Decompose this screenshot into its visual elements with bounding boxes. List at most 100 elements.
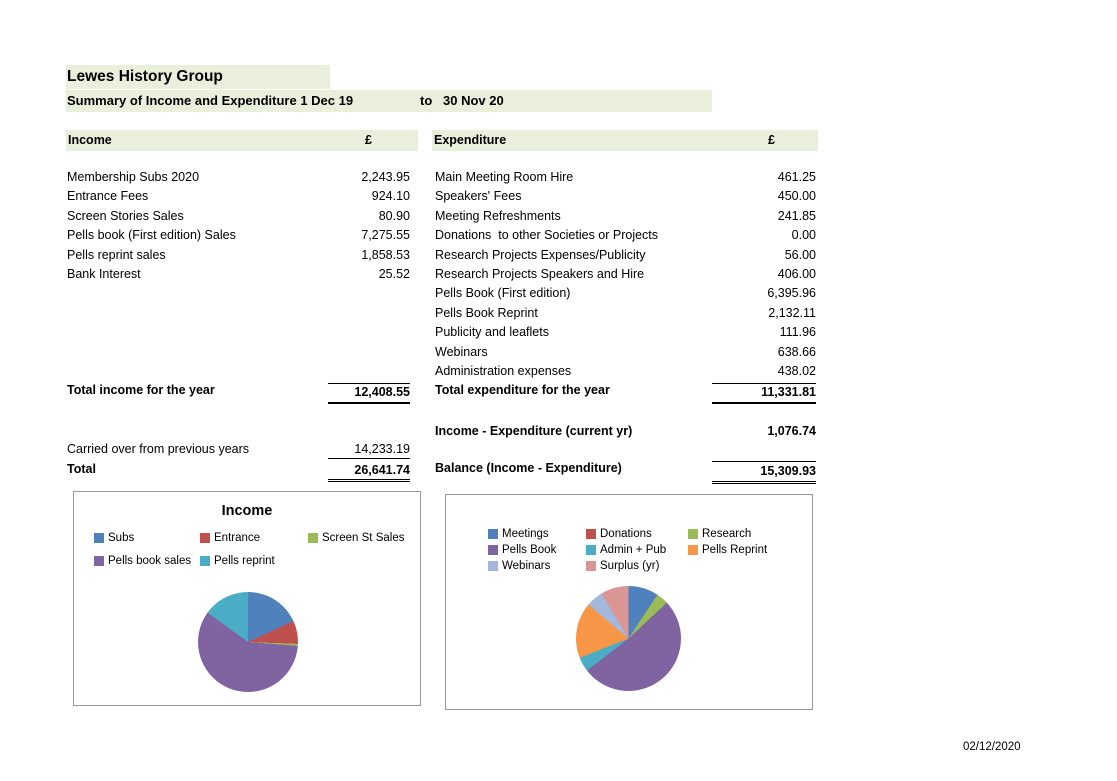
legend-marker [94,533,104,543]
table-row: Membership Subs 2020 2,243.95 [66,169,410,188]
income-total-row: Total income for the year 12,408.55 [66,382,410,404]
row-label: Pells Book (First edition) [435,286,571,300]
row-label: Donations to other Societies or Projects [435,228,659,242]
legend-marker [586,529,596,539]
expenditure-chart: Meetings Donations Research Pells Book A… [445,494,813,710]
legend-marker [688,545,698,555]
table-row: Webinars 638.66 [434,344,816,363]
legend-marker [488,545,498,555]
legend-label: Screen St Sales [322,532,405,544]
income-column-header: Income £ [66,130,418,151]
legend-item: Meetings [488,527,549,541]
legend-marker [308,533,318,543]
net-value: 1,076.74 [767,424,816,438]
legend-label: Pells Reprint [702,544,768,556]
row-label: Screen Stories Sales [67,209,184,223]
row-value: 25.52 [378,267,410,281]
legend-marker [586,545,596,555]
page-title: Lewes History Group [67,68,223,85]
balance-row: Balance (Income - Expenditure) 15,309.93 [434,460,816,484]
legend-label: Surplus (yr) [600,560,660,572]
legend-item: Research [688,527,751,541]
legend-item: Admin + Pub [586,543,666,557]
grand-total-label: Total [67,462,96,476]
income-header-label: Income [68,133,112,147]
table-row: Publicity and leaflets 111.96 [434,324,816,343]
row-label: Research Projects Expenses/Publicity [435,248,646,262]
legend-label: Pells Book [502,544,557,556]
row-label: Speakers' Fees [435,189,522,203]
row-value: 2,243.95 [361,170,410,184]
legend-item: Pells Book [488,543,556,557]
row-label: Research Projects Speakers and Hire [435,267,645,281]
legend-item: Entrance [200,531,260,545]
subtitle-end-date: 30 Nov 20 [443,93,504,108]
title-band: Lewes History Group [66,65,330,89]
legend-label: Meetings [502,528,549,540]
table-row: Donations to other Societies or Projects… [434,227,816,246]
legend-item: Screen St Sales [308,531,404,545]
legend-item: Pells book sales [94,554,191,568]
table-row: Pells Book Reprint 2,132.11 [434,305,816,324]
expenditure-column-header: Expenditure £ [432,130,818,151]
table-row: Entrance Fees 924.10 [66,188,410,207]
carried-label: Carried over from previous years [67,442,250,456]
legend-marker [94,556,104,566]
row-label: Pells Book Reprint [435,306,538,320]
expenditure-currency-symbol: £ [768,133,775,147]
row-label: Meeting Refreshments [435,209,561,223]
legend-marker [586,561,596,571]
total-label: Total income for the year [67,383,215,397]
expenditure-header-label: Expenditure [434,133,507,147]
legend-label: Subs [108,532,135,544]
row-value: 2,132.11 [768,306,816,320]
income-currency-symbol: £ [365,133,372,147]
row-label: Pells reprint sales [67,248,166,262]
subtitle-band: Summary of Income and Expenditure 1 Dec … [66,90,712,112]
row-label: Administration expenses [435,364,572,378]
legend-item: Surplus (yr) [586,559,659,573]
row-value: 241.85 [777,209,816,223]
total-value: 11,331.81 [712,383,816,404]
legend-item: Donations [586,527,652,541]
row-value: 924.10 [371,189,410,203]
table-row: Bank Interest 25.52 [66,266,410,285]
table-row: Research Projects Expenses/Publicity 56.0… [434,247,816,266]
carried-over-row: Carried over from previous years 14,233.1… [66,441,410,460]
row-value: 111.96 [779,325,816,339]
legend-label: Webinars [502,560,551,572]
table-row: Main Meeting Room Hire 461.25 [434,169,816,188]
legend-item: Pells Reprint [688,543,767,557]
row-value: 638.66 [777,345,816,359]
row-value: 461.25 [777,170,816,184]
table-row: Meeting Refreshments 241.85 [434,208,816,227]
income-chart: Income Subs Entrance Screen St Sales Pel… [73,491,421,706]
legend-label: Pells reprint [214,555,275,567]
table-row: Pells Book (First edition) 6,395.96 [434,285,816,304]
net-income-row: Income - Expenditure (current yr) 1,076.7… [434,423,816,442]
subtitle-text: Summary of Income and Expenditure 1 Dec … [67,93,354,108]
legend-item: Pells reprint [200,554,275,568]
total-label: Total expenditure for the year [435,383,610,397]
carried-value: 14,233.19 [328,442,410,459]
legend-marker [200,533,210,543]
row-label: Main Meeting Room Hire [435,170,574,184]
row-label: Bank Interest [67,267,141,281]
legend-item: Subs [94,531,134,545]
row-label: Membership Subs 2020 [67,170,200,184]
row-value: 7,275.55 [361,228,410,242]
balance-value: 15,309.93 [712,461,816,484]
expenditure-total-row: Total expenditure for the year 11,331.81 [434,382,816,404]
income-pie [198,592,298,692]
row-label: Entrance Fees [67,189,149,203]
balance-label: Balance (Income - Expenditure) [435,461,622,475]
row-value: 80.90 [378,209,410,223]
legend-marker [688,529,698,539]
row-value: 6,395.96 [767,286,816,300]
chart-title: Income [221,503,273,519]
row-value: 0.00 [791,228,816,242]
grand-total-value: 26,641.74 [328,462,410,482]
row-label: Publicity and leaflets [435,325,549,339]
total-value: 12,408.55 [328,383,410,404]
table-row: Administration expenses 438.02 [434,363,816,382]
